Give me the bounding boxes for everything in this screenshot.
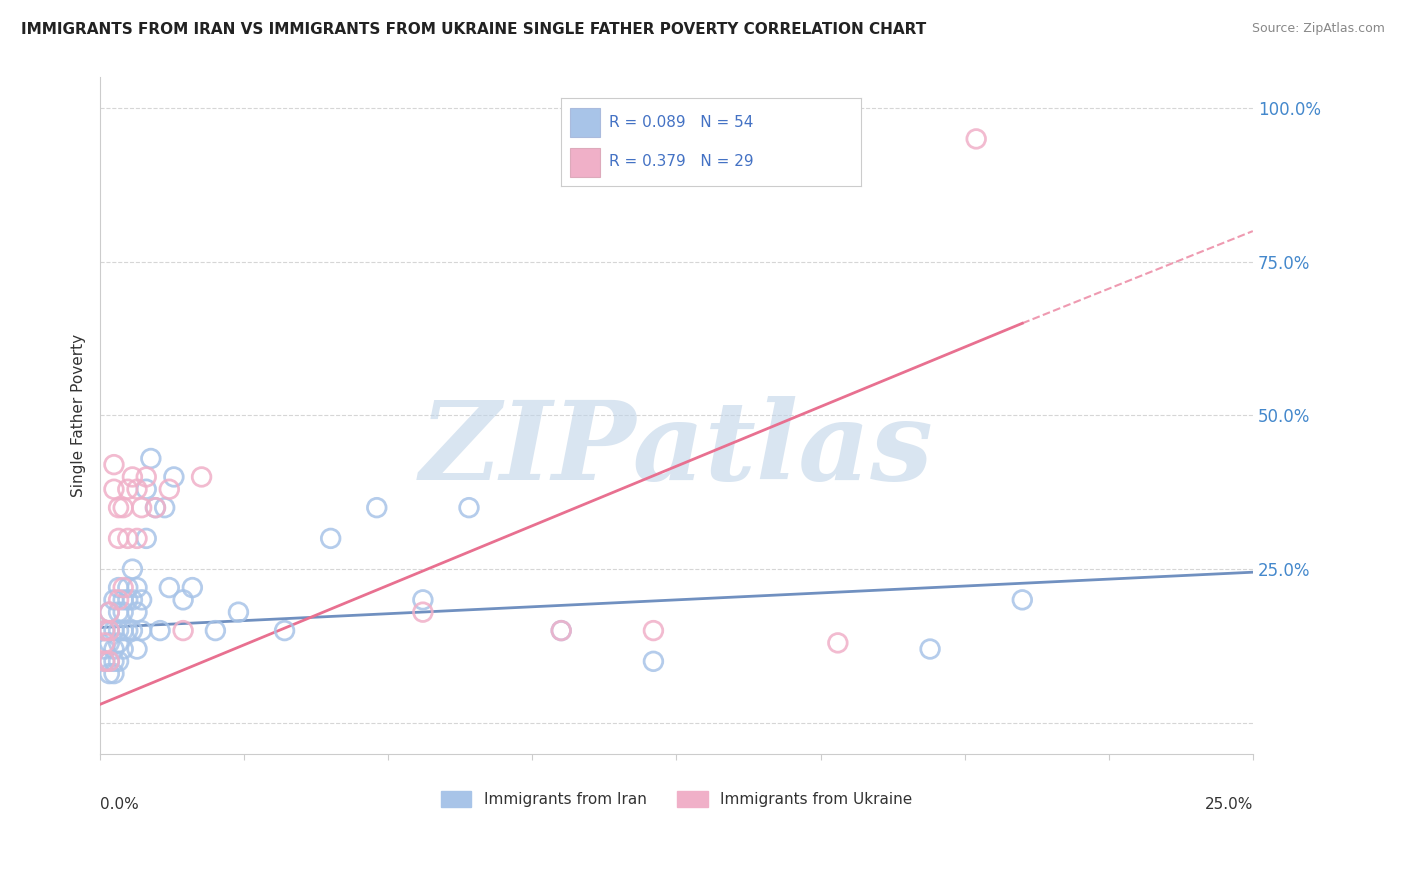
Point: [121, 592, 143, 607]
Point: [98, 605, 121, 619]
Point: [131, 592, 153, 607]
Point: [125, 532, 148, 546]
Point: [107, 636, 129, 650]
Point: [98, 654, 121, 668]
Point: [117, 482, 139, 496]
Point: [366, 500, 388, 515]
Point: [112, 642, 135, 657]
Point: [190, 470, 212, 484]
Point: [98, 624, 121, 638]
Point: [103, 458, 125, 472]
Text: IMMIGRANTS FROM IRAN VS IMMIGRANTS FROM UKRAINE SINGLE FATHER POVERTY CORRELATIO: IMMIGRANTS FROM IRAN VS IMMIGRANTS FROM …: [21, 22, 927, 37]
Point: [920, 642, 942, 657]
Point: [98, 605, 121, 619]
Point: [827, 636, 849, 650]
Point: [93, 642, 115, 657]
Point: [643, 624, 665, 638]
Point: [157, 482, 180, 496]
Text: Source: ZipAtlas.com: Source: ZipAtlas.com: [1251, 22, 1385, 36]
Point: [135, 482, 157, 496]
Point: [93, 654, 115, 668]
Point: [135, 470, 157, 484]
Point: [172, 624, 194, 638]
Point: [93, 654, 115, 668]
Point: [103, 642, 125, 657]
Point: [103, 624, 125, 638]
Point: [131, 624, 153, 638]
Point: [125, 482, 148, 496]
Point: [107, 500, 129, 515]
Point: [145, 500, 167, 515]
Point: [319, 532, 342, 546]
Point: [131, 500, 153, 515]
Point: [117, 592, 139, 607]
Point: [139, 451, 162, 466]
Point: [412, 592, 434, 607]
Point: [112, 592, 135, 607]
Point: [145, 500, 167, 515]
Text: 0.0%: 0.0%: [100, 797, 139, 813]
Point: [412, 605, 434, 619]
Point: [98, 666, 121, 681]
Point: [163, 470, 186, 484]
Legend: Immigrants from Iran, Immigrants from Ukraine: Immigrants from Iran, Immigrants from Uk…: [434, 785, 918, 814]
Point: [93, 624, 115, 638]
Point: [103, 482, 125, 496]
Point: [112, 500, 135, 515]
Point: [103, 654, 125, 668]
Point: [112, 581, 135, 595]
Point: [153, 500, 176, 515]
Point: [107, 605, 129, 619]
Point: [149, 624, 172, 638]
Point: [98, 636, 121, 650]
Point: [107, 581, 129, 595]
Point: [228, 605, 250, 619]
Point: [458, 500, 481, 515]
Point: [125, 581, 148, 595]
Point: [135, 532, 157, 546]
Point: [103, 592, 125, 607]
Point: [117, 581, 139, 595]
Point: [643, 654, 665, 668]
Point: [103, 666, 125, 681]
Y-axis label: Single Father Poverty: Single Father Poverty: [72, 334, 86, 497]
Point: [98, 624, 121, 638]
Point: [1011, 592, 1033, 607]
Point: [273, 624, 295, 638]
Point: [121, 624, 143, 638]
Point: [107, 532, 129, 546]
Point: [172, 592, 194, 607]
Point: [121, 470, 143, 484]
Point: [107, 654, 129, 668]
Point: [965, 132, 987, 146]
Point: [550, 624, 572, 638]
Point: [93, 624, 115, 638]
Point: [112, 605, 135, 619]
Point: [125, 605, 148, 619]
Point: [98, 654, 121, 668]
Point: [125, 642, 148, 657]
Point: [107, 624, 129, 638]
Point: [181, 581, 204, 595]
Point: [550, 624, 572, 638]
Text: ZIPatlas: ZIPatlas: [419, 395, 934, 503]
Point: [157, 581, 180, 595]
Text: 25.0%: 25.0%: [1205, 797, 1253, 813]
Point: [117, 624, 139, 638]
Point: [117, 532, 139, 546]
Point: [121, 562, 143, 576]
Point: [204, 624, 226, 638]
Point: [107, 592, 129, 607]
Point: [112, 624, 135, 638]
Point: [93, 636, 115, 650]
